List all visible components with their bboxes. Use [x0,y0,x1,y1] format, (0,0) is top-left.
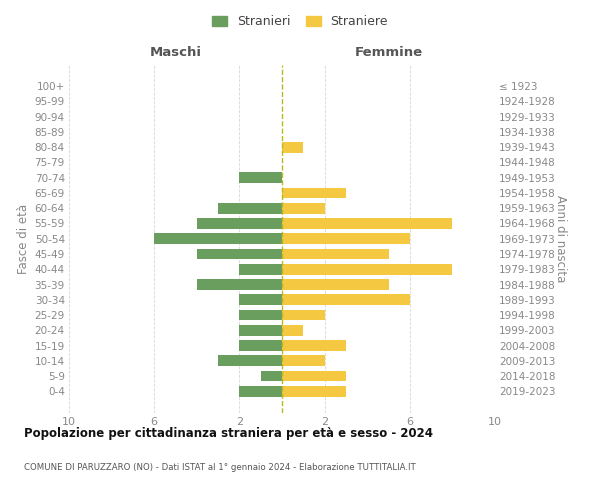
Bar [282,218,452,229]
Bar [239,310,282,320]
Bar [197,279,282,290]
Bar [218,356,282,366]
Legend: Stranieri, Straniere: Stranieri, Straniere [208,11,392,32]
Bar [282,325,304,336]
Bar [282,356,325,366]
Bar [282,371,346,382]
Bar [282,188,346,198]
Bar [282,264,452,274]
Bar [239,340,282,351]
Bar [239,294,282,305]
Y-axis label: Fasce di età: Fasce di età [17,204,31,274]
Y-axis label: Anni di nascita: Anni di nascita [554,195,567,282]
Bar [282,386,346,396]
Bar [282,234,410,244]
Bar [282,142,304,152]
Bar [239,325,282,336]
Text: Maschi: Maschi [149,46,202,59]
Bar [282,248,389,260]
Bar [197,248,282,260]
Bar [260,371,282,382]
Bar [239,386,282,396]
Bar [282,340,346,351]
Text: Femmine: Femmine [355,46,422,59]
Bar [282,310,325,320]
Bar [282,203,325,213]
Bar [282,279,389,290]
Bar [197,218,282,229]
Text: COMUNE DI PARUZZARO (NO) - Dati ISTAT al 1° gennaio 2024 - Elaborazione TUTTITAL: COMUNE DI PARUZZARO (NO) - Dati ISTAT al… [24,462,416,471]
Bar [239,172,282,183]
Bar [218,203,282,213]
Bar [239,264,282,274]
Bar [282,294,410,305]
Text: Popolazione per cittadinanza straniera per età e sesso - 2024: Popolazione per cittadinanza straniera p… [24,428,433,440]
Bar [154,234,282,244]
